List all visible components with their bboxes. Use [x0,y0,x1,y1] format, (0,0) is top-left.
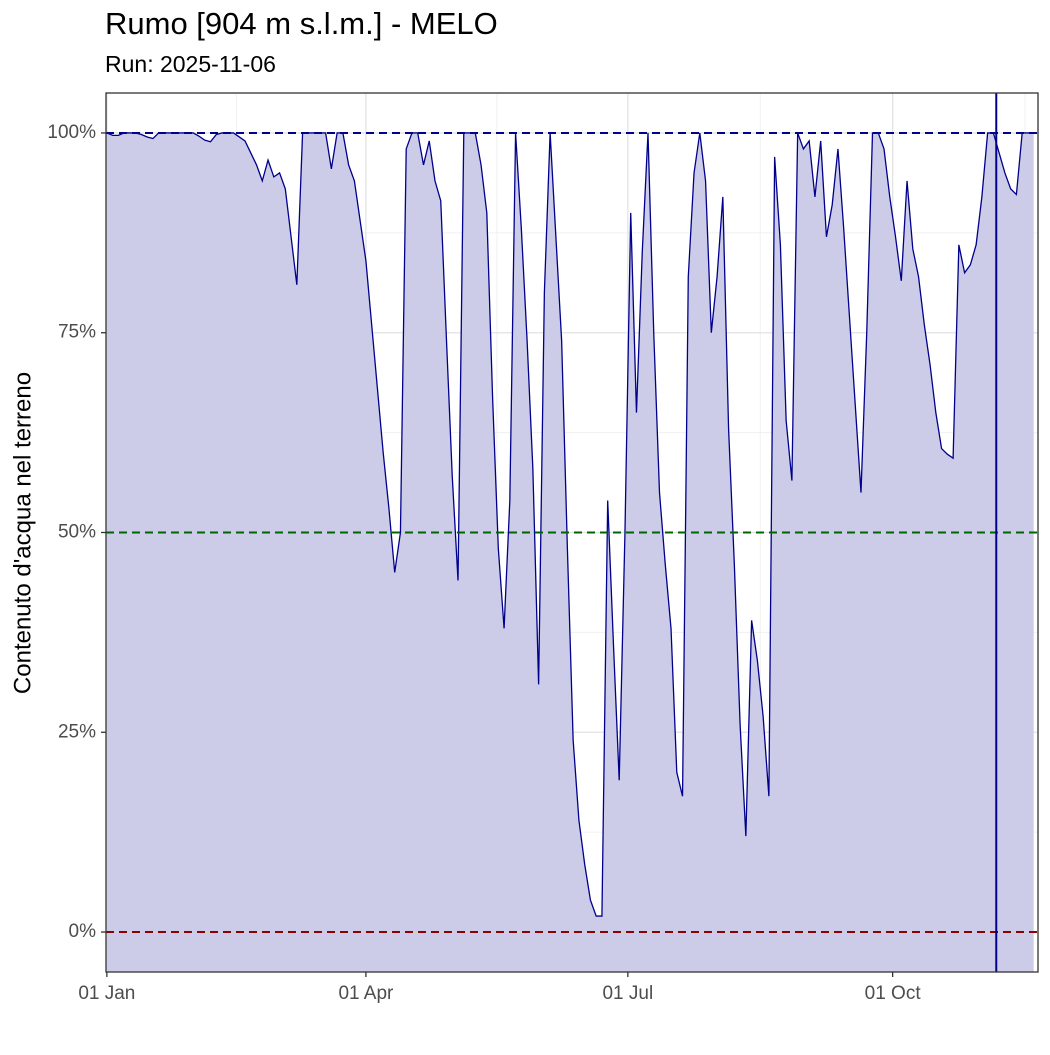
area [106,132,1034,972]
x-tick-label: 01 Jul [602,983,653,1004]
x-tick-label: 01 Jan [78,983,135,1004]
x-tick-label: 01 Oct [865,983,922,1004]
y-axis-title: Contenuto d'acqua nel terreno [9,372,36,694]
y-tick-label: 75% [58,322,96,343]
y-tick-label: 50% [58,522,96,543]
y-tick-label: 100% [47,122,96,143]
chart-subtitle: Run: 2025-11-06 [105,51,276,77]
line [106,132,1034,917]
y-tick-label: 0% [69,921,97,942]
y-tick-label: 25% [58,721,96,742]
x-tick-label: 01 Apr [338,983,394,1004]
chart-title: Rumo [904 m s.l.m.] - MELO [105,6,498,41]
